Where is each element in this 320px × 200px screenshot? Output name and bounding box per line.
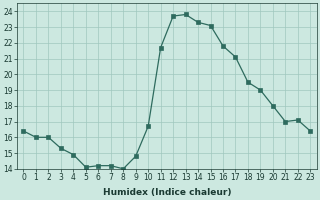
X-axis label: Humidex (Indice chaleur): Humidex (Indice chaleur) bbox=[103, 188, 231, 197]
